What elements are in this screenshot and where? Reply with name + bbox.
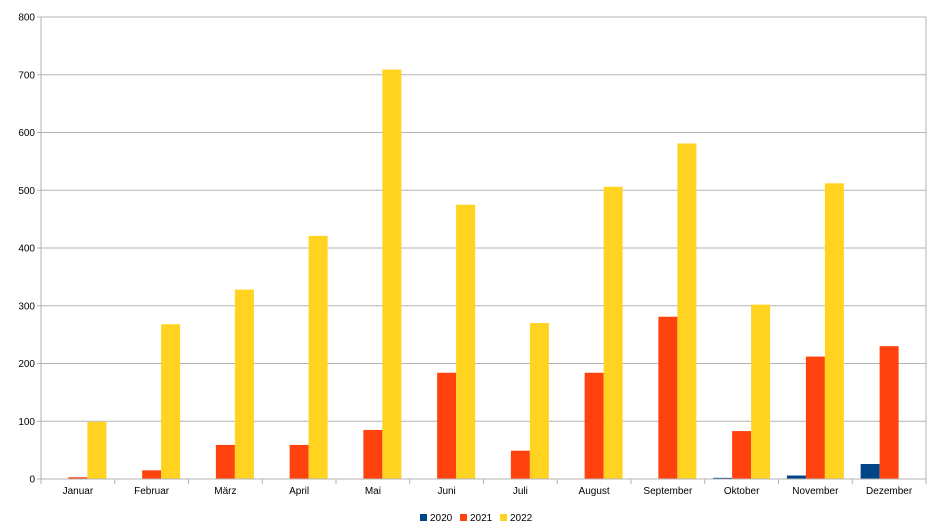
gridlines <box>41 16 926 480</box>
bar-2021 <box>584 372 604 479</box>
bar-2021 <box>215 444 235 479</box>
x-tick-label: Oktober <box>724 486 760 497</box>
legend-label: 2020 <box>430 513 453 524</box>
legend-swatch <box>500 514 507 521</box>
legend-label: 2021 <box>470 513 493 524</box>
y-tick-label: 400 <box>18 244 35 255</box>
x-tick-label: August <box>579 486 610 497</box>
axes <box>37 16 927 484</box>
bar-2021 <box>289 444 309 479</box>
y-tick-label: 300 <box>18 301 35 312</box>
bar-2021 <box>68 477 88 479</box>
x-tick-label: Dezember <box>866 486 913 497</box>
bar-2022 <box>234 289 254 479</box>
x-tick-label: Januar <box>63 486 94 497</box>
x-tick-label: März <box>214 486 236 497</box>
y-tick-label: 700 <box>18 70 35 81</box>
x-tick-label: April <box>289 486 309 497</box>
bar-2022 <box>456 204 476 479</box>
bar-2021 <box>732 431 752 479</box>
y-tick-label: 200 <box>18 359 35 370</box>
bar-2020 <box>860 463 880 479</box>
x-tick-label: Juni <box>437 486 455 497</box>
bar-2021 <box>658 316 678 479</box>
legend: 2020 2021 2022 <box>420 513 533 524</box>
x-axis-ticks: Januar Februar März April Mai Juni Juli August S… <box>63 486 913 497</box>
bar-2020 <box>786 475 806 479</box>
bar-2022 <box>87 421 107 479</box>
y-tick-label: 600 <box>18 128 35 139</box>
bar-2021 <box>142 470 162 479</box>
x-tick-label: Mai <box>365 486 381 497</box>
bar-2022 <box>751 304 771 479</box>
bar-2021 <box>510 450 530 479</box>
legend-label: 2022 <box>510 513 533 524</box>
y-tick-label: 800 <box>18 13 35 24</box>
y-tick-label: 500 <box>18 186 35 197</box>
x-tick-label: September <box>643 486 693 497</box>
bar-2022 <box>382 69 402 480</box>
bars <box>68 69 899 480</box>
bar-2022 <box>824 183 844 479</box>
bar-2021 <box>805 356 825 479</box>
x-tick-label: November <box>792 486 839 497</box>
x-tick-label: Juli <box>513 486 528 497</box>
y-tick-label: 0 <box>29 475 35 486</box>
bar-2022 <box>529 323 549 479</box>
legend-swatch <box>460 514 467 521</box>
bar-2022 <box>603 186 623 479</box>
bar-2021 <box>437 372 457 479</box>
y-axis-ticks: 0 100 200 300 400 500 600 700 800 <box>18 13 35 486</box>
bar-2022 <box>161 324 181 479</box>
legend-swatch <box>420 514 427 521</box>
bar-2020 <box>713 477 733 479</box>
y-tick-label: 100 <box>18 417 35 428</box>
bar-2022 <box>677 143 697 479</box>
bar-2022 <box>308 235 328 479</box>
bar-2021 <box>879 346 899 479</box>
x-tick-label: Februar <box>134 486 170 497</box>
bar-2021 <box>363 429 383 479</box>
